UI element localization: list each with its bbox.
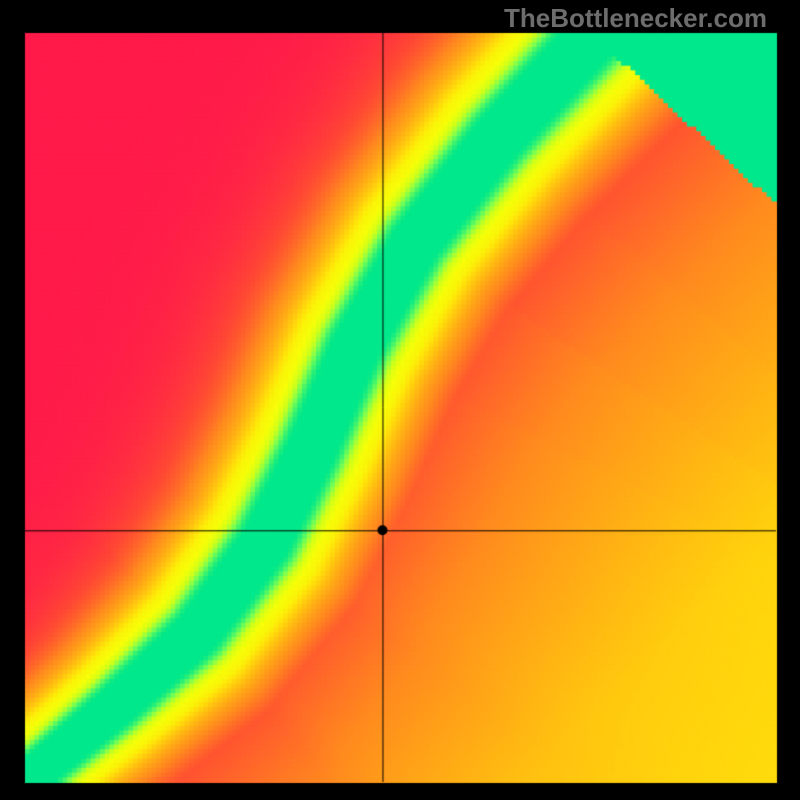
watermark-text: TheBottlenecker.com [504, 3, 767, 34]
bottleneck-heatmap [0, 0, 800, 800]
chart-stage: TheBottlenecker.com [0, 0, 800, 800]
